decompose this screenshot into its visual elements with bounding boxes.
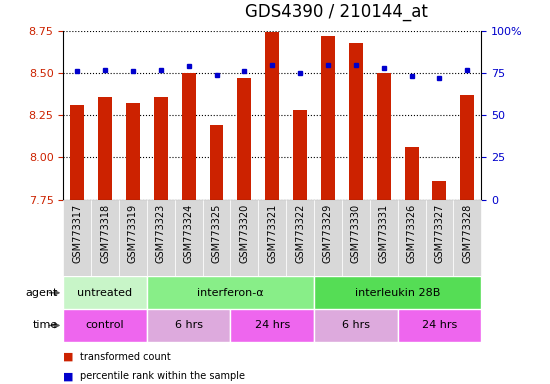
- Bar: [398, 200, 426, 276]
- Bar: [154, 97, 168, 200]
- Bar: [230, 309, 314, 342]
- Bar: [398, 309, 481, 342]
- Bar: [265, 32, 279, 200]
- Text: GSM773330: GSM773330: [351, 204, 361, 263]
- Text: GSM773328: GSM773328: [463, 204, 472, 263]
- Text: GSM773325: GSM773325: [212, 204, 222, 263]
- Bar: [126, 103, 140, 200]
- Bar: [314, 200, 342, 276]
- Text: control: control: [86, 320, 124, 331]
- Text: GSM773317: GSM773317: [72, 204, 82, 263]
- Bar: [342, 200, 370, 276]
- Bar: [460, 95, 474, 200]
- Bar: [321, 36, 335, 200]
- Text: 6 hrs: 6 hrs: [175, 320, 202, 331]
- Bar: [182, 73, 196, 200]
- Text: GDS4390 / 210144_at: GDS4390 / 210144_at: [245, 3, 428, 21]
- Bar: [202, 200, 230, 276]
- Text: GSM773322: GSM773322: [295, 204, 305, 263]
- Bar: [258, 200, 286, 276]
- Text: time: time: [32, 320, 58, 331]
- Bar: [293, 110, 307, 200]
- Bar: [314, 309, 398, 342]
- Text: interleukin 28B: interleukin 28B: [355, 288, 441, 298]
- Bar: [63, 276, 147, 309]
- Text: GSM773324: GSM773324: [184, 204, 194, 263]
- Bar: [63, 309, 147, 342]
- Bar: [147, 276, 314, 309]
- Text: GSM773326: GSM773326: [406, 204, 416, 263]
- Text: ■: ■: [63, 371, 74, 381]
- Text: GSM773327: GSM773327: [434, 204, 444, 263]
- Text: GSM773331: GSM773331: [379, 204, 389, 263]
- Text: GSM773319: GSM773319: [128, 204, 138, 263]
- Bar: [453, 200, 481, 276]
- Text: GSM773320: GSM773320: [239, 204, 249, 263]
- Bar: [405, 147, 419, 200]
- Text: 24 hrs: 24 hrs: [255, 320, 290, 331]
- Bar: [147, 200, 175, 276]
- Text: agent: agent: [25, 288, 58, 298]
- Bar: [98, 97, 112, 200]
- Text: percentile rank within the sample: percentile rank within the sample: [80, 371, 245, 381]
- Text: ■: ■: [63, 352, 74, 362]
- Bar: [119, 200, 147, 276]
- Bar: [377, 73, 390, 200]
- Bar: [314, 276, 481, 309]
- Bar: [370, 200, 398, 276]
- Bar: [70, 105, 84, 200]
- Text: transformed count: transformed count: [80, 352, 170, 362]
- Text: GSM773329: GSM773329: [323, 204, 333, 263]
- Bar: [210, 125, 223, 200]
- Bar: [91, 200, 119, 276]
- Text: GSM773321: GSM773321: [267, 204, 277, 263]
- Text: untreated: untreated: [78, 288, 133, 298]
- Text: GSM773318: GSM773318: [100, 204, 110, 263]
- Text: interferon-α: interferon-α: [197, 288, 264, 298]
- Text: 6 hrs: 6 hrs: [342, 320, 370, 331]
- Bar: [147, 309, 230, 342]
- Bar: [349, 43, 363, 200]
- Bar: [286, 200, 314, 276]
- Text: GSM773323: GSM773323: [156, 204, 166, 263]
- Bar: [432, 181, 447, 200]
- Bar: [63, 200, 91, 276]
- Bar: [230, 200, 258, 276]
- Bar: [175, 200, 202, 276]
- Bar: [426, 200, 453, 276]
- Text: 24 hrs: 24 hrs: [422, 320, 457, 331]
- Bar: [238, 78, 251, 200]
